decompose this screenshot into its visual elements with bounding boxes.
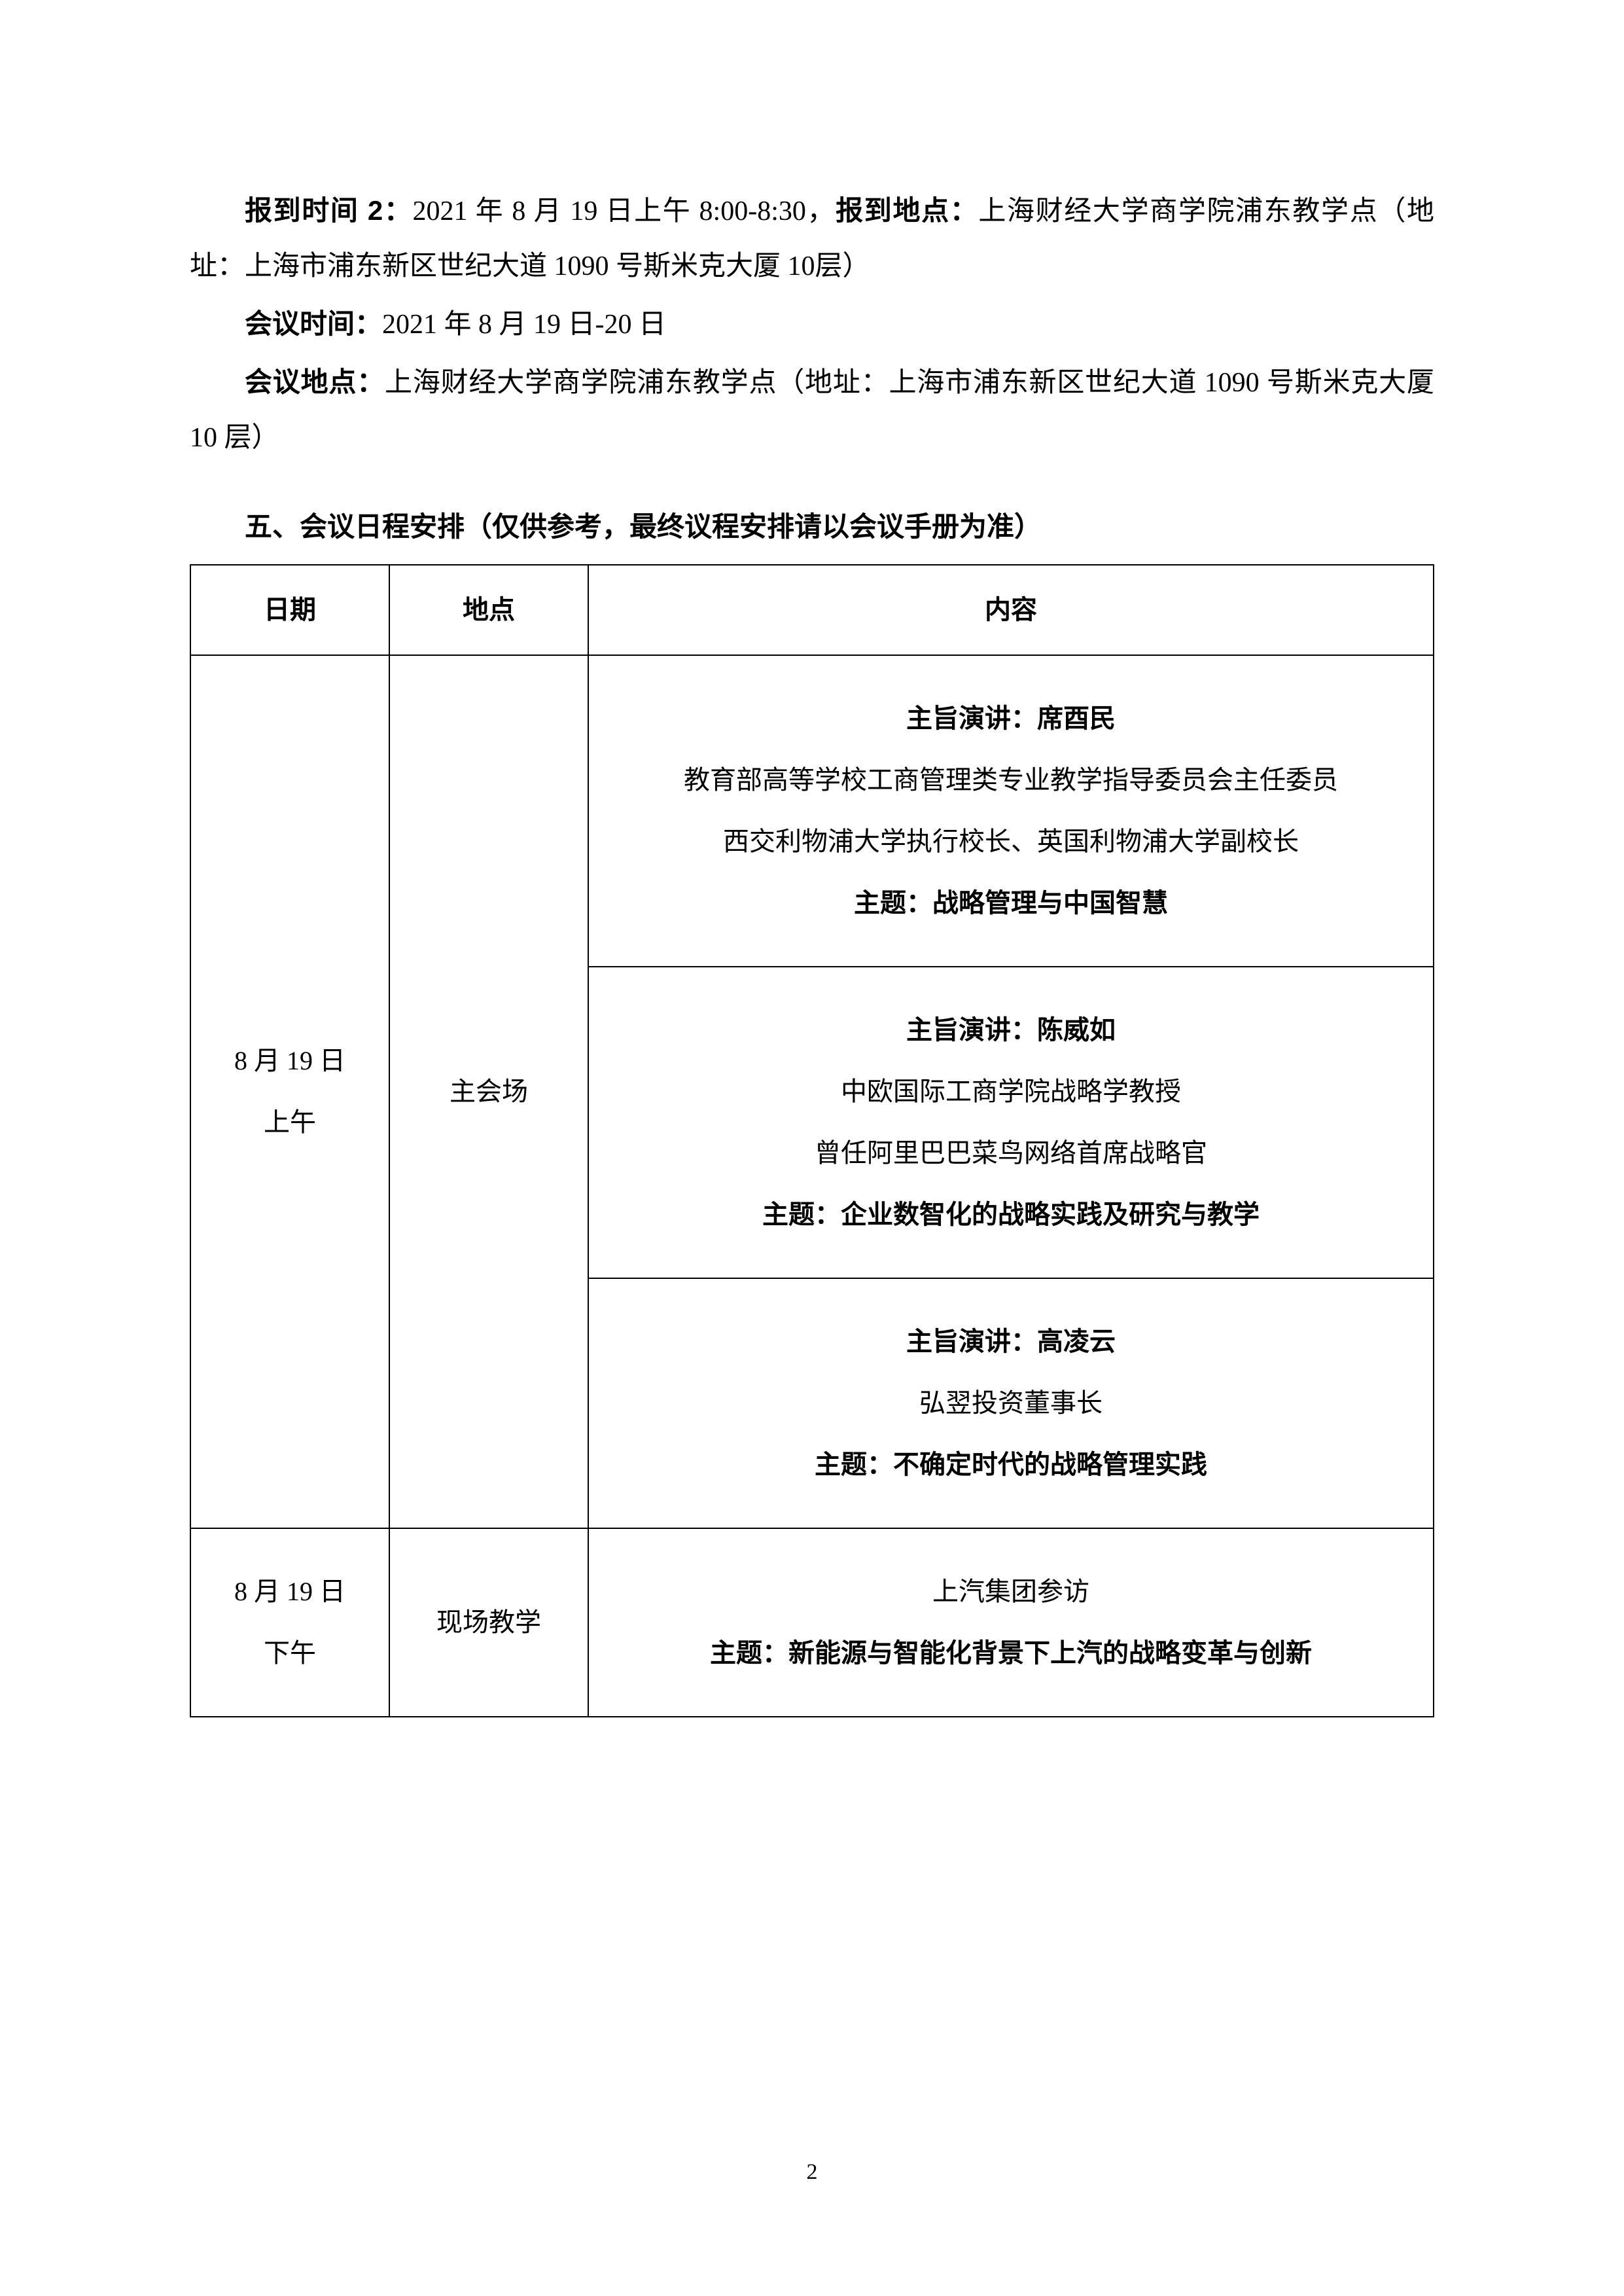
speech-block: 主旨演讲：陈威如 中欧国际工商学院战略学教授 曾任阿里巴巴菜鸟网络首席战略官 主… bbox=[602, 987, 1420, 1258]
speech-block: 主旨演讲：高凌云 弘翌投资董事长 主题：不确定时代的战略管理实践 bbox=[602, 1299, 1420, 1508]
speech-affiliation: 教育部高等学校工商管理类专业教学指导委员会主任委员 bbox=[602, 755, 1420, 805]
speech-title: 主旨演讲：陈威如 bbox=[602, 1005, 1420, 1055]
paragraph-meeting-time: 会议时间：2021 年 8 月 19 日-20 日 bbox=[190, 296, 1434, 352]
speech-affiliation: 弘翌投资董事长 bbox=[602, 1378, 1420, 1428]
label-meeting-time: 会议时间： bbox=[245, 308, 382, 339]
speech-affiliation: 曾任阿里巴巴菜鸟网络首席战略官 bbox=[602, 1128, 1420, 1178]
label-registration-place: 报到地点： bbox=[836, 195, 978, 226]
cell-date-morning: 8 月 19 日 上午 bbox=[190, 655, 389, 1528]
paragraph-registration: 报到时间 2：2021 年 8 月 19 日上午 8:00-8:30，报到地点：… bbox=[190, 183, 1434, 294]
header-date: 日期 bbox=[190, 565, 389, 655]
table-row: 8 月 19 日 下午 现场教学 上汽集团参访 主题：新能源与智能化背景下上汽的… bbox=[190, 1528, 1434, 1717]
date-line: 上午 bbox=[204, 1098, 376, 1147]
label-meeting-place: 会议地点： bbox=[245, 367, 385, 397]
speech-title: 主旨演讲：席酉民 bbox=[602, 694, 1420, 744]
cell-content-speech3: 主旨演讲：高凌云 弘翌投资董事长 主题：不确定时代的战略管理实践 bbox=[588, 1278, 1434, 1528]
paragraph-meeting-place: 会议地点：上海财经大学商学院浦东教学点（地址：上海市浦东新区世纪大道 1090 … bbox=[190, 355, 1434, 465]
cell-content-speech2: 主旨演讲：陈威如 中欧国际工商学院战略学教授 曾任阿里巴巴菜鸟网络首席战略官 主… bbox=[588, 967, 1434, 1278]
cell-venue-main: 主会场 bbox=[389, 655, 588, 1528]
speech-affiliation: 中欧国际工商学院战略学教授 bbox=[602, 1067, 1420, 1117]
speech-title: 主旨演讲：高凌云 bbox=[602, 1317, 1420, 1367]
speech-theme: 主题：战略管理与中国智慧 bbox=[602, 878, 1420, 928]
label-registration-time: 报到时间 2： bbox=[245, 195, 413, 226]
speech-theme: 主题：新能源与智能化背景下上汽的战略变革与创新 bbox=[602, 1628, 1420, 1678]
visit-line: 上汽集团参访 bbox=[602, 1567, 1420, 1617]
text-registration-time: 2021 年 8 月 19 日上午 8:00-8:30， bbox=[413, 196, 836, 226]
speech-theme: 主题：不确定时代的战略管理实践 bbox=[602, 1440, 1420, 1490]
table-header-row: 日期 地点 内容 bbox=[190, 565, 1434, 655]
date-line: 下午 bbox=[204, 1628, 376, 1678]
speech-block: 上汽集团参访 主题：新能源与智能化背景下上汽的战略变革与创新 bbox=[602, 1549, 1420, 1696]
cell-content-speech1: 主旨演讲：席酉民 教育部高等学校工商管理类专业教学指导委员会主任委员 西交利物浦… bbox=[588, 655, 1434, 967]
speech-affiliation: 西交利物浦大学执行校长、英国利物浦大学副校长 bbox=[602, 817, 1420, 867]
table-row: 8 月 19 日 上午 主会场 主旨演讲：席酉民 教育部高等学校工商管理类专业教… bbox=[190, 655, 1434, 967]
text-meeting-time: 2021 年 8 月 19 日-20 日 bbox=[382, 310, 666, 340]
page-number: 2 bbox=[0, 2160, 1624, 2185]
header-venue: 地点 bbox=[389, 565, 588, 655]
schedule-table: 日期 地点 内容 8 月 19 日 上午 主会场 主旨演讲：席酉民 教育部高等学… bbox=[190, 564, 1434, 1717]
cell-date-afternoon: 8 月 19 日 下午 bbox=[190, 1528, 389, 1717]
cell-content-visit: 上汽集团参访 主题：新能源与智能化背景下上汽的战略变革与创新 bbox=[588, 1528, 1434, 1717]
speech-theme: 主题：企业数智化的战略实践及研究与教学 bbox=[602, 1190, 1420, 1240]
header-content: 内容 bbox=[588, 565, 1434, 655]
speech-block: 主旨演讲：席酉民 教育部高等学校工商管理类专业教学指导委员会主任委员 西交利物浦… bbox=[602, 675, 1420, 946]
cell-venue-onsite: 现场教学 bbox=[389, 1528, 588, 1717]
document-page: 报到时间 2：2021 年 8 月 19 日上午 8:00-8:30，报到地点：… bbox=[0, 0, 1624, 2296]
date-line: 8 月 19 日 bbox=[204, 1036, 376, 1086]
date-line: 8 月 19 日 bbox=[204, 1567, 376, 1617]
section-heading-schedule: 五、会议日程安排（仅供参考，最终议程安排请以会议手册为准） bbox=[190, 505, 1434, 545]
